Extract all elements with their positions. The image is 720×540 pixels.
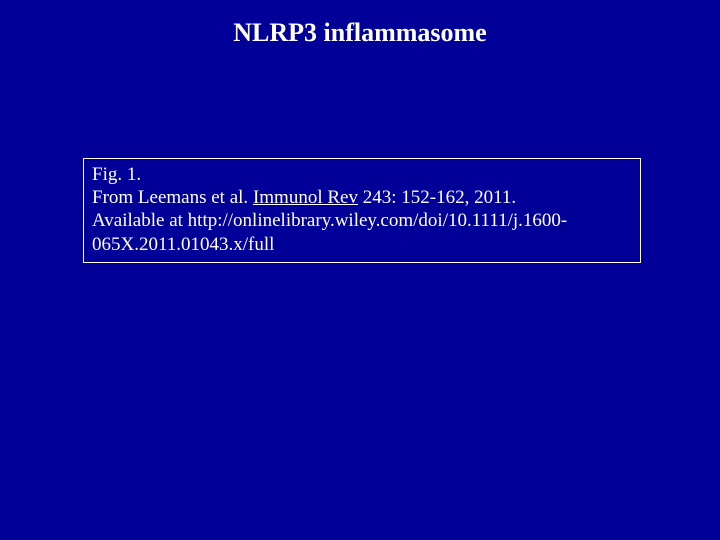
slide-title: NLRP3 inflammasome bbox=[0, 18, 720, 48]
citation-box: Fig. 1. From Leemans et al. Immunol Rev … bbox=[83, 158, 641, 263]
citation-journal: Immunol Rev bbox=[253, 187, 358, 208]
citation-line-1: Fig. 1. bbox=[92, 163, 632, 186]
slide: NLRP3 inflammasome Fig. 1. From Leemans … bbox=[0, 0, 720, 540]
citation-source-prefix: From Leemans et al. bbox=[92, 187, 253, 208]
citation-line-2: From Leemans et al. Immunol Rev 243: 152… bbox=[92, 186, 632, 209]
citation-line-3: Available at http://onlinelibrary.wiley.… bbox=[92, 209, 632, 255]
citation-source-suffix: 243: 152-162, 2011. bbox=[358, 187, 516, 208]
